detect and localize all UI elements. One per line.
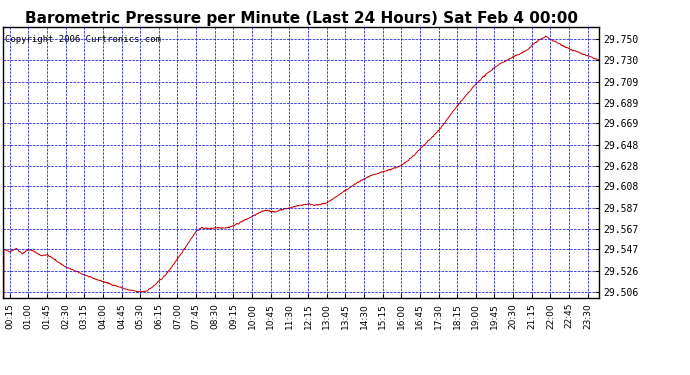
Title: Barometric Pressure per Minute (Last 24 Hours) Sat Feb 4 00:00: Barometric Pressure per Minute (Last 24 … xyxy=(25,11,578,26)
Text: Copyright 2006 Curtronics.com: Copyright 2006 Curtronics.com xyxy=(6,35,161,44)
